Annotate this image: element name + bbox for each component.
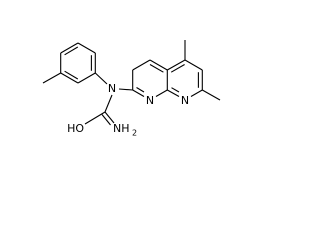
atom-label: NH	[113, 122, 130, 135]
atom-label: N	[146, 94, 154, 107]
atom-label: HO	[67, 122, 84, 135]
bonds	[42, 40, 221, 126]
molecule-diagram: N N N HO NH 2	[0, 0, 267, 144]
background	[0, 0, 267, 144]
atom-label: N	[108, 82, 116, 95]
atom-label: N	[181, 94, 189, 107]
atom-subscript: 2	[132, 129, 137, 138]
